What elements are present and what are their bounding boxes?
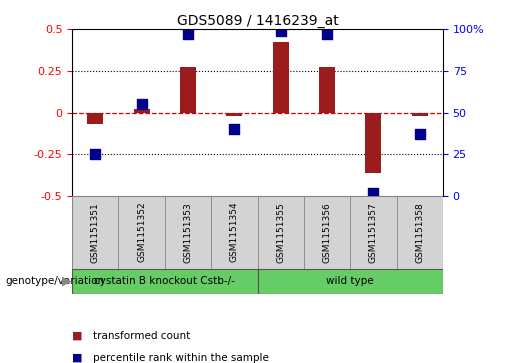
Bar [258, 269, 443, 294]
Bar [211, 196, 258, 269]
Point [323, 31, 331, 37]
Bar [165, 196, 211, 269]
Point [138, 101, 146, 107]
Text: GSM1151354: GSM1151354 [230, 202, 239, 262]
Text: percentile rank within the sample: percentile rank within the sample [93, 352, 269, 363]
Bar [319, 68, 335, 113]
Text: GSM1151351: GSM1151351 [91, 202, 100, 262]
Text: cystatin B knockout Cstb-/-: cystatin B knockout Cstb-/- [94, 276, 235, 286]
Point [369, 190, 377, 196]
Text: wild type: wild type [327, 276, 374, 286]
Text: ■: ■ [72, 352, 82, 363]
Point [230, 126, 238, 132]
Bar [72, 269, 258, 294]
Bar [133, 109, 150, 113]
Point [277, 28, 285, 34]
Text: transformed count: transformed count [93, 331, 190, 341]
Text: GSM1151352: GSM1151352 [137, 202, 146, 262]
Bar [87, 113, 104, 124]
Bar [397, 196, 443, 269]
Point [416, 131, 424, 137]
Bar [118, 196, 165, 269]
Text: GSM1151355: GSM1151355 [276, 202, 285, 262]
Bar [226, 113, 243, 116]
Bar [72, 196, 118, 269]
Text: GSM1151353: GSM1151353 [183, 202, 193, 262]
Text: ■: ■ [72, 331, 82, 341]
Bar [365, 113, 382, 173]
Bar [350, 196, 397, 269]
Point [184, 31, 192, 37]
Text: GSM1151357: GSM1151357 [369, 202, 378, 262]
Bar [258, 196, 304, 269]
Bar [304, 196, 350, 269]
Bar [272, 42, 289, 113]
Title: GDS5089 / 1416239_at: GDS5089 / 1416239_at [177, 14, 338, 28]
Text: ▶: ▶ [62, 275, 72, 288]
Bar [411, 113, 428, 116]
Point [91, 151, 99, 157]
Bar [180, 68, 196, 113]
Text: GSM1151356: GSM1151356 [322, 202, 332, 262]
Text: GSM1151358: GSM1151358 [415, 202, 424, 262]
Text: genotype/variation: genotype/variation [5, 276, 104, 286]
